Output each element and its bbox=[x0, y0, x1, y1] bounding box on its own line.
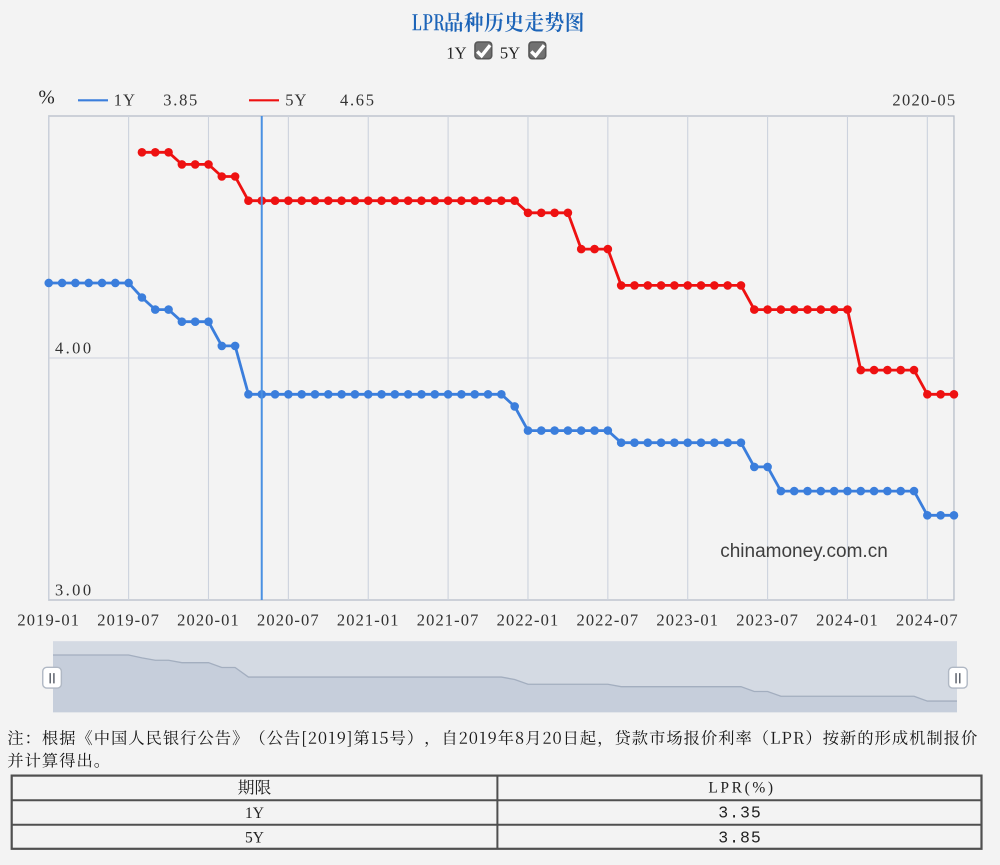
svg-text:2021-07: 2021-07 bbox=[417, 611, 480, 630]
svg-text:2020-07: 2020-07 bbox=[257, 611, 320, 630]
svg-text:1Y: 1Y bbox=[245, 805, 264, 822]
svg-text:2024-07: 2024-07 bbox=[896, 611, 959, 630]
svg-text:1Y: 1Y bbox=[114, 91, 136, 110]
svg-text:2023-01: 2023-01 bbox=[656, 611, 719, 630]
svg-text:4.65: 4.65 bbox=[340, 91, 376, 110]
svg-text:1Y: 1Y bbox=[446, 43, 466, 62]
svg-text:3.85: 3.85 bbox=[718, 829, 762, 848]
svg-text:2019-01: 2019-01 bbox=[17, 611, 80, 630]
svg-text:%: % bbox=[39, 88, 55, 109]
svg-text:2023-07: 2023-07 bbox=[736, 611, 799, 630]
svg-text:2019-07: 2019-07 bbox=[97, 611, 160, 630]
svg-text:2020-05: 2020-05 bbox=[892, 91, 956, 110]
svg-text:4.00: 4.00 bbox=[55, 339, 93, 358]
svg-text:3.35: 3.35 bbox=[718, 804, 762, 823]
svg-text:LPR(%): LPR(%) bbox=[708, 780, 775, 797]
svg-text:2022-01: 2022-01 bbox=[497, 611, 560, 630]
svg-text:2022-07: 2022-07 bbox=[576, 611, 639, 630]
svg-text:chinamoney.com.cn: chinamoney.com.cn bbox=[720, 541, 888, 562]
svg-text:5Y: 5Y bbox=[285, 91, 307, 110]
svg-text:2021-01: 2021-01 bbox=[337, 611, 400, 630]
svg-text:5Y: 5Y bbox=[500, 43, 520, 62]
svg-text:2024-01: 2024-01 bbox=[816, 611, 879, 630]
svg-text:2020-01: 2020-01 bbox=[177, 611, 240, 630]
svg-text:3.00: 3.00 bbox=[55, 581, 93, 600]
svg-text:3.85: 3.85 bbox=[163, 91, 199, 110]
svg-text:5Y: 5Y bbox=[245, 830, 264, 847]
